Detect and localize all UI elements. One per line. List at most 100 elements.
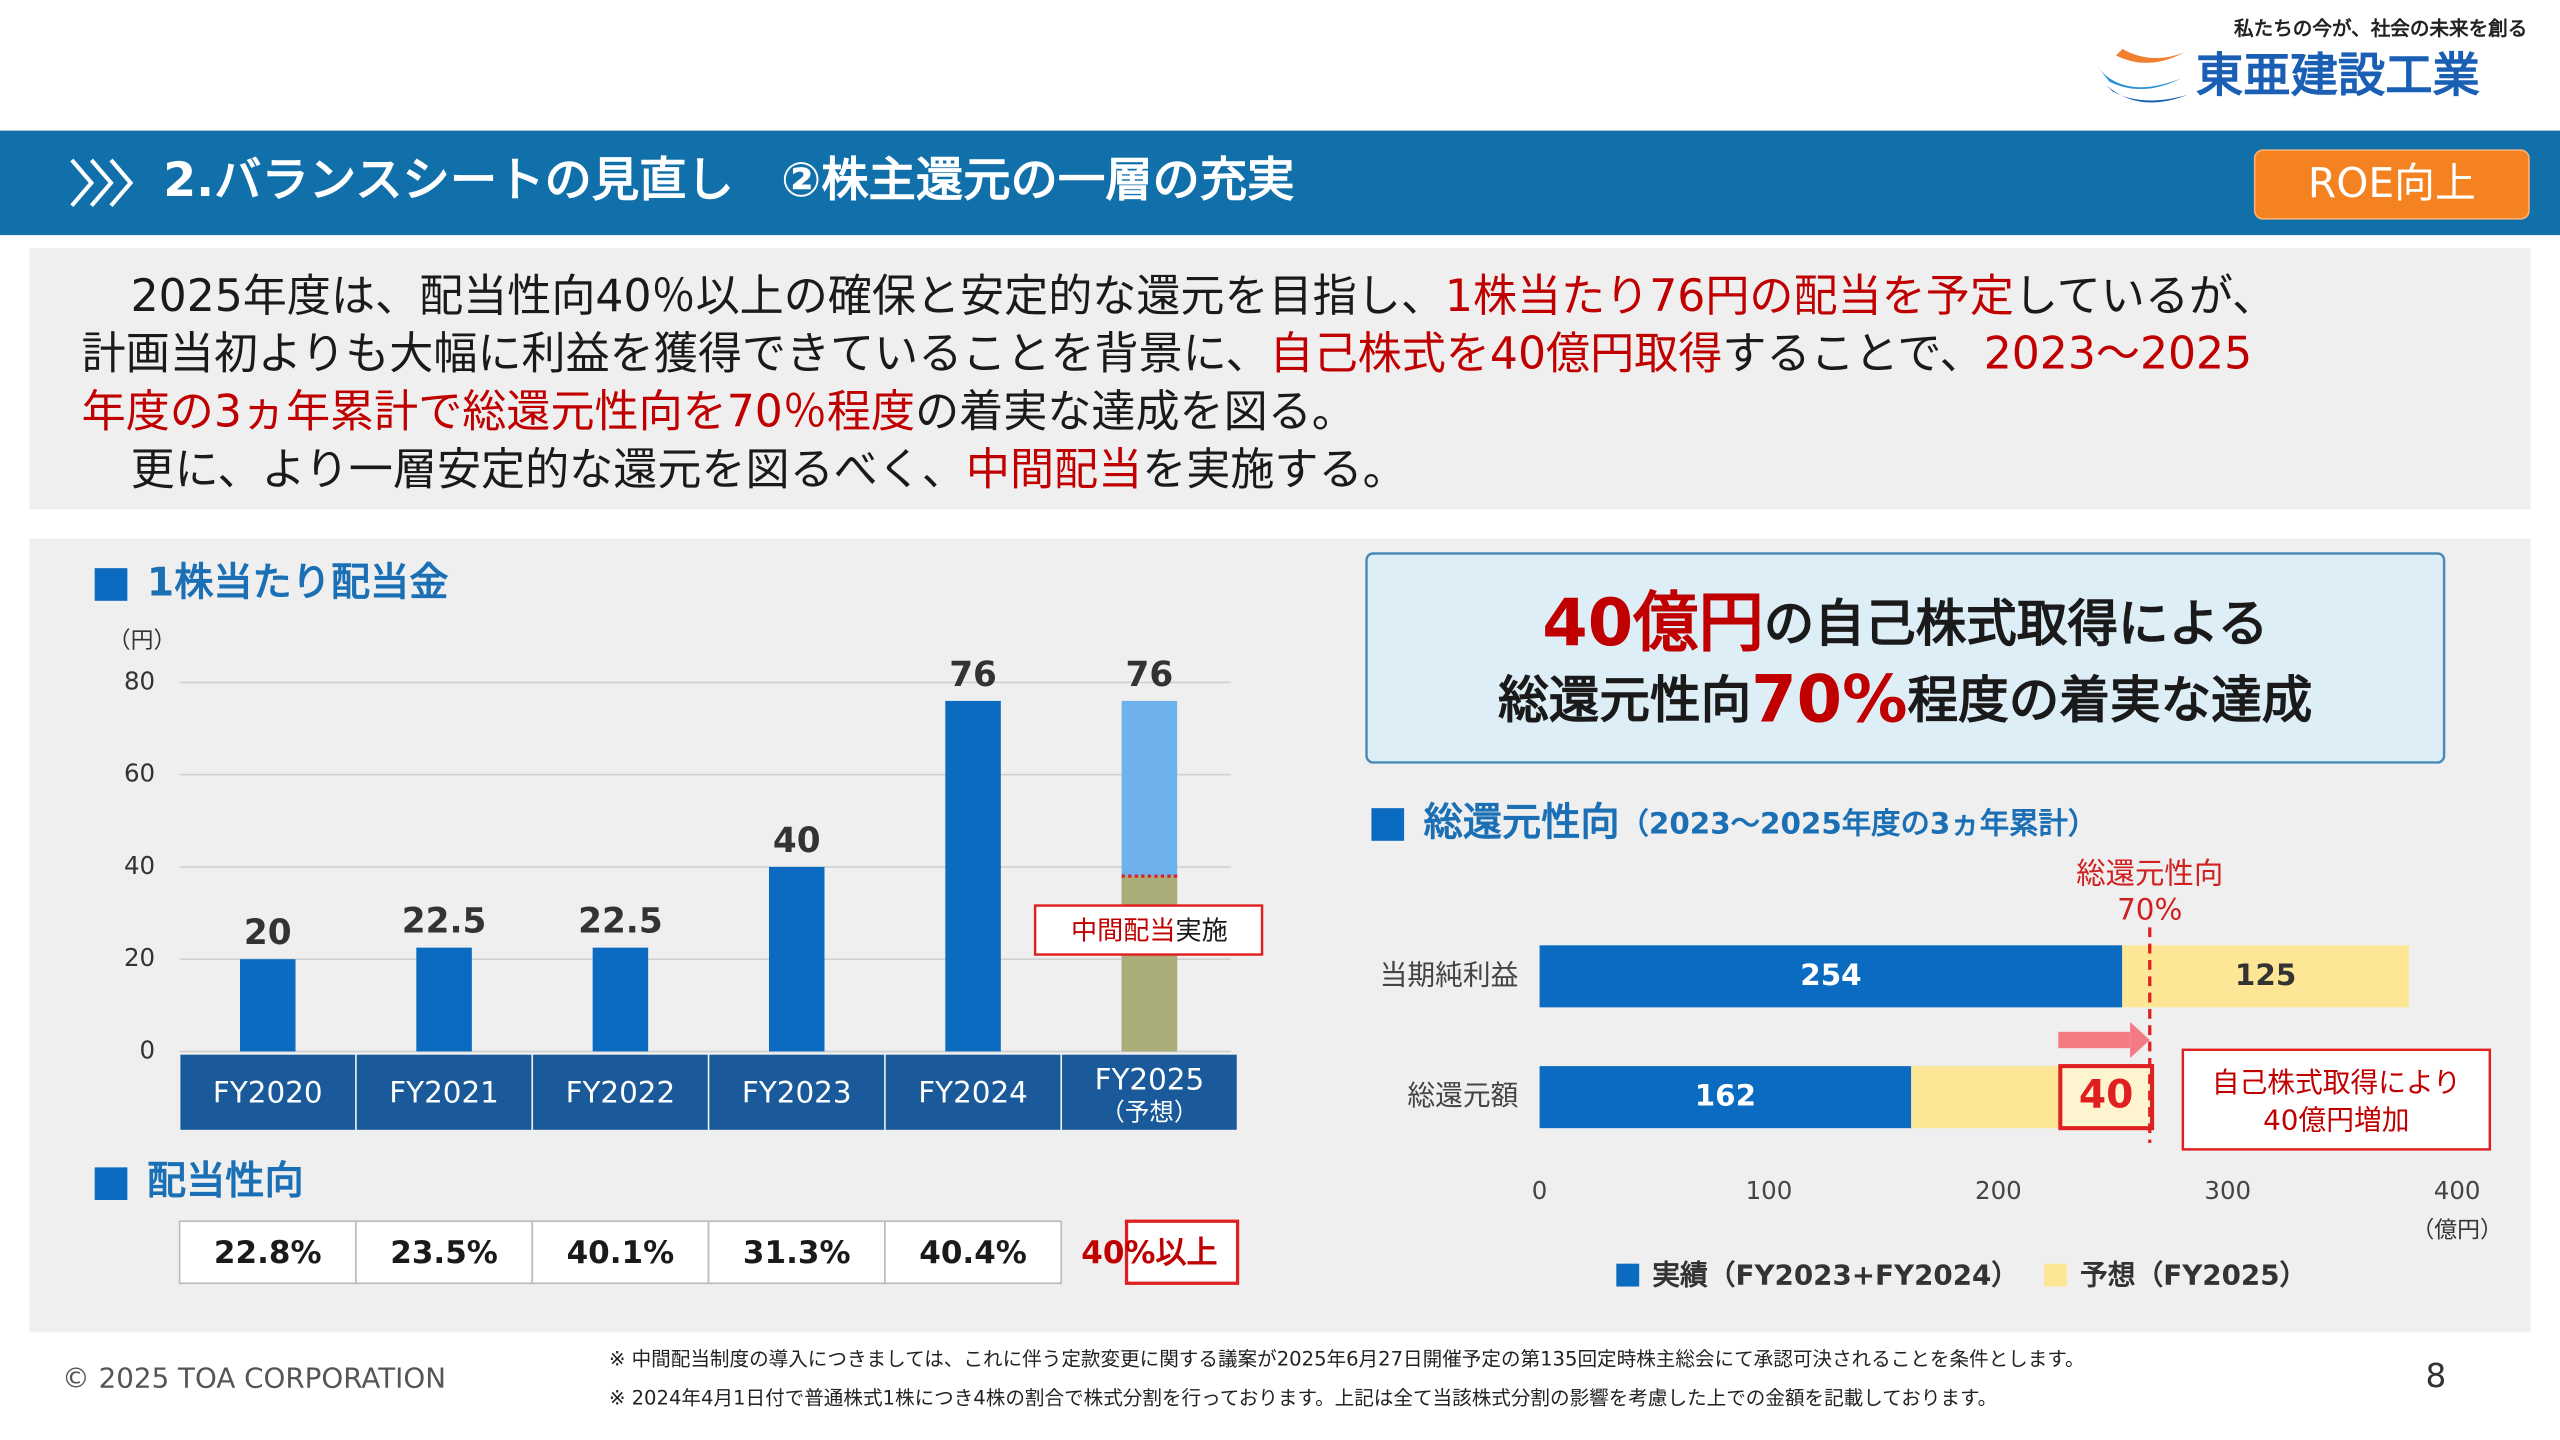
reference-label: 総還元性向 xyxy=(2076,857,2223,891)
tagline: 私たちの今が、社会の未来を創る xyxy=(2234,17,2527,40)
category-box xyxy=(885,1054,1061,1130)
copyright: © 2025 TOA CORPORATION xyxy=(62,1362,446,1395)
bar xyxy=(416,947,472,1052)
y-tick-label: 総還元額 xyxy=(1407,1079,1518,1112)
value-label: 254 xyxy=(1800,958,1861,992)
x-tick-label: FY2021 xyxy=(389,1075,499,1109)
x-tick-label: 100 xyxy=(1746,1176,1793,1205)
bar-segment xyxy=(1911,1066,2061,1129)
bar-segment xyxy=(2122,945,2409,1008)
table-cell xyxy=(1124,1219,1240,1285)
intro-text: を実施する。 xyxy=(1142,445,1406,496)
intro-box xyxy=(29,248,2531,510)
x-tick-label: FY2020 xyxy=(213,1075,323,1109)
table-value: 23.5% xyxy=(390,1235,498,1271)
chart-title: 総還元性向（2023～2025年度の3ヵ年累計） xyxy=(1424,800,2098,845)
value-label: 76 xyxy=(949,655,997,695)
footnote: ※ 2024年4月1日付で普通株式1株につき4株の割合で株式分割を行っております… xyxy=(609,1387,1997,1410)
interim-bar xyxy=(1121,876,1178,1052)
title-marker xyxy=(1371,808,1405,841)
intro-text: 更に、より一層安定的な還元を図るべく、 xyxy=(131,445,966,496)
callout-text: 総還元性向 xyxy=(1498,670,1751,729)
callout-text: の自己株式取得による xyxy=(1764,593,2269,652)
badge-text: ROE向上 xyxy=(2308,159,2476,207)
category-box xyxy=(180,1054,356,1130)
bar xyxy=(592,947,649,1052)
callout-line: 40億円の自己株式取得による xyxy=(1542,585,2268,661)
callout-box xyxy=(1365,552,2446,764)
callout-text: 70% xyxy=(1751,662,1907,738)
value-label: 76 xyxy=(1126,655,1174,695)
intro-text: することで、 xyxy=(1722,329,1983,380)
intro-text: の着実な達成を図る。 xyxy=(915,387,1356,438)
value-label: 162 xyxy=(1695,1079,1756,1113)
x-tick-label: 0 xyxy=(1532,1176,1548,1205)
intro-text: 自己株式を40億円取得 xyxy=(1270,329,1723,380)
title-marker xyxy=(94,568,128,601)
intro-text: 2025年度は、配当性向40％以上の確保と安定的な還元を目指し、 xyxy=(131,271,1445,322)
x-tick-label: 400 xyxy=(2434,1176,2481,1205)
y-tick-label: 20 xyxy=(124,943,155,972)
callout-text: 程度の着実な達成 xyxy=(1908,670,2313,729)
legend-swatch xyxy=(2044,1263,2067,1287)
forecast-label: （予想） xyxy=(1100,1097,1198,1126)
intro-line: 年度の3ヵ年累計で総還元性向を70％程度の着実な達成を図る。 xyxy=(82,387,1356,438)
intro-text: 中間配当 xyxy=(966,445,1142,496)
y-unit: （円） xyxy=(108,628,177,654)
bar xyxy=(945,700,1001,1052)
bar-segment xyxy=(2058,1064,2155,1131)
intro-text: 年度の3ヵ年累計で総還元性向を70％程度 xyxy=(82,387,915,438)
legend-swatch xyxy=(1616,1263,1640,1287)
chevrons xyxy=(70,158,134,208)
bar-segment xyxy=(1539,945,2123,1008)
table-cell xyxy=(884,1220,1063,1285)
bar xyxy=(240,959,296,1052)
category-box xyxy=(533,1054,708,1130)
table-value: 22.8% xyxy=(214,1235,322,1271)
bar xyxy=(768,866,825,1052)
value-label: 125 xyxy=(2235,958,2296,992)
note-text: 40億円増加 xyxy=(2263,1104,2409,1137)
callout-text: 40億円 xyxy=(1542,585,1763,661)
table-value: 31.3% xyxy=(743,1235,851,1271)
y-tick-label: 40 xyxy=(124,851,155,880)
table-value: 40.4% xyxy=(919,1235,1027,1271)
legend-label: 実績（FY2023+FY2024） xyxy=(1652,1259,2019,1292)
y-tick-label: 60 xyxy=(124,759,155,788)
header-bar xyxy=(0,130,2560,236)
chart-title: 1株当たり配当金 xyxy=(147,560,448,605)
interim-label-text: 中間配当 xyxy=(1071,916,1175,946)
title-marker xyxy=(94,1167,128,1200)
legend-label: 予想（FY2025） xyxy=(2080,1259,2307,1292)
intro-text: 2023～2025 xyxy=(1984,329,2252,380)
table-cell xyxy=(707,1220,886,1285)
intro-line: 計画当初よりも大幅に利益を獲得できていることを背景に、自己株式を40億円取得する… xyxy=(82,329,2253,380)
intro-text: しているが、 xyxy=(2014,271,2276,322)
value-label: 22.5 xyxy=(402,902,487,942)
footnote: ※ 中間配当制度の導入につきましては、これに伴う定款変更に関する議案が2025年… xyxy=(609,1347,2085,1370)
y-tick-label: 80 xyxy=(124,666,155,695)
chart-title-text: 1株当たり配当金 xyxy=(147,560,448,605)
category-box xyxy=(356,1054,532,1130)
intro-text: 計画当初よりも大幅に利益を獲得できていることを背景に、 xyxy=(82,329,1270,380)
intro-text: 1株当たり76円の配当を予定 xyxy=(1445,271,2014,322)
x-tick-label: FY2024 xyxy=(918,1075,1028,1109)
badge xyxy=(2253,149,2530,220)
x-unit: （億円） xyxy=(2411,1218,2502,1244)
value-label: 40 xyxy=(2079,1073,2134,1118)
table-cell xyxy=(178,1220,357,1285)
interim-label: 中間配当実施 xyxy=(1071,916,1228,946)
table-value: 40.1% xyxy=(567,1235,675,1271)
y-tick-label: 0 xyxy=(140,1035,156,1064)
table-cell xyxy=(355,1220,534,1285)
x-tick-label: 200 xyxy=(1975,1176,2022,1205)
bar-segment xyxy=(1539,1066,1912,1129)
interim-label-box xyxy=(1033,904,1264,956)
value-label: 20 xyxy=(244,913,292,953)
value-label: 22.5 xyxy=(578,902,663,942)
table-title: 配当性向 xyxy=(147,1159,304,1204)
note-text: 自己株式取得により xyxy=(2212,1066,2461,1099)
callout-line: 総還元性向70%程度の着実な達成 xyxy=(1498,662,2312,738)
